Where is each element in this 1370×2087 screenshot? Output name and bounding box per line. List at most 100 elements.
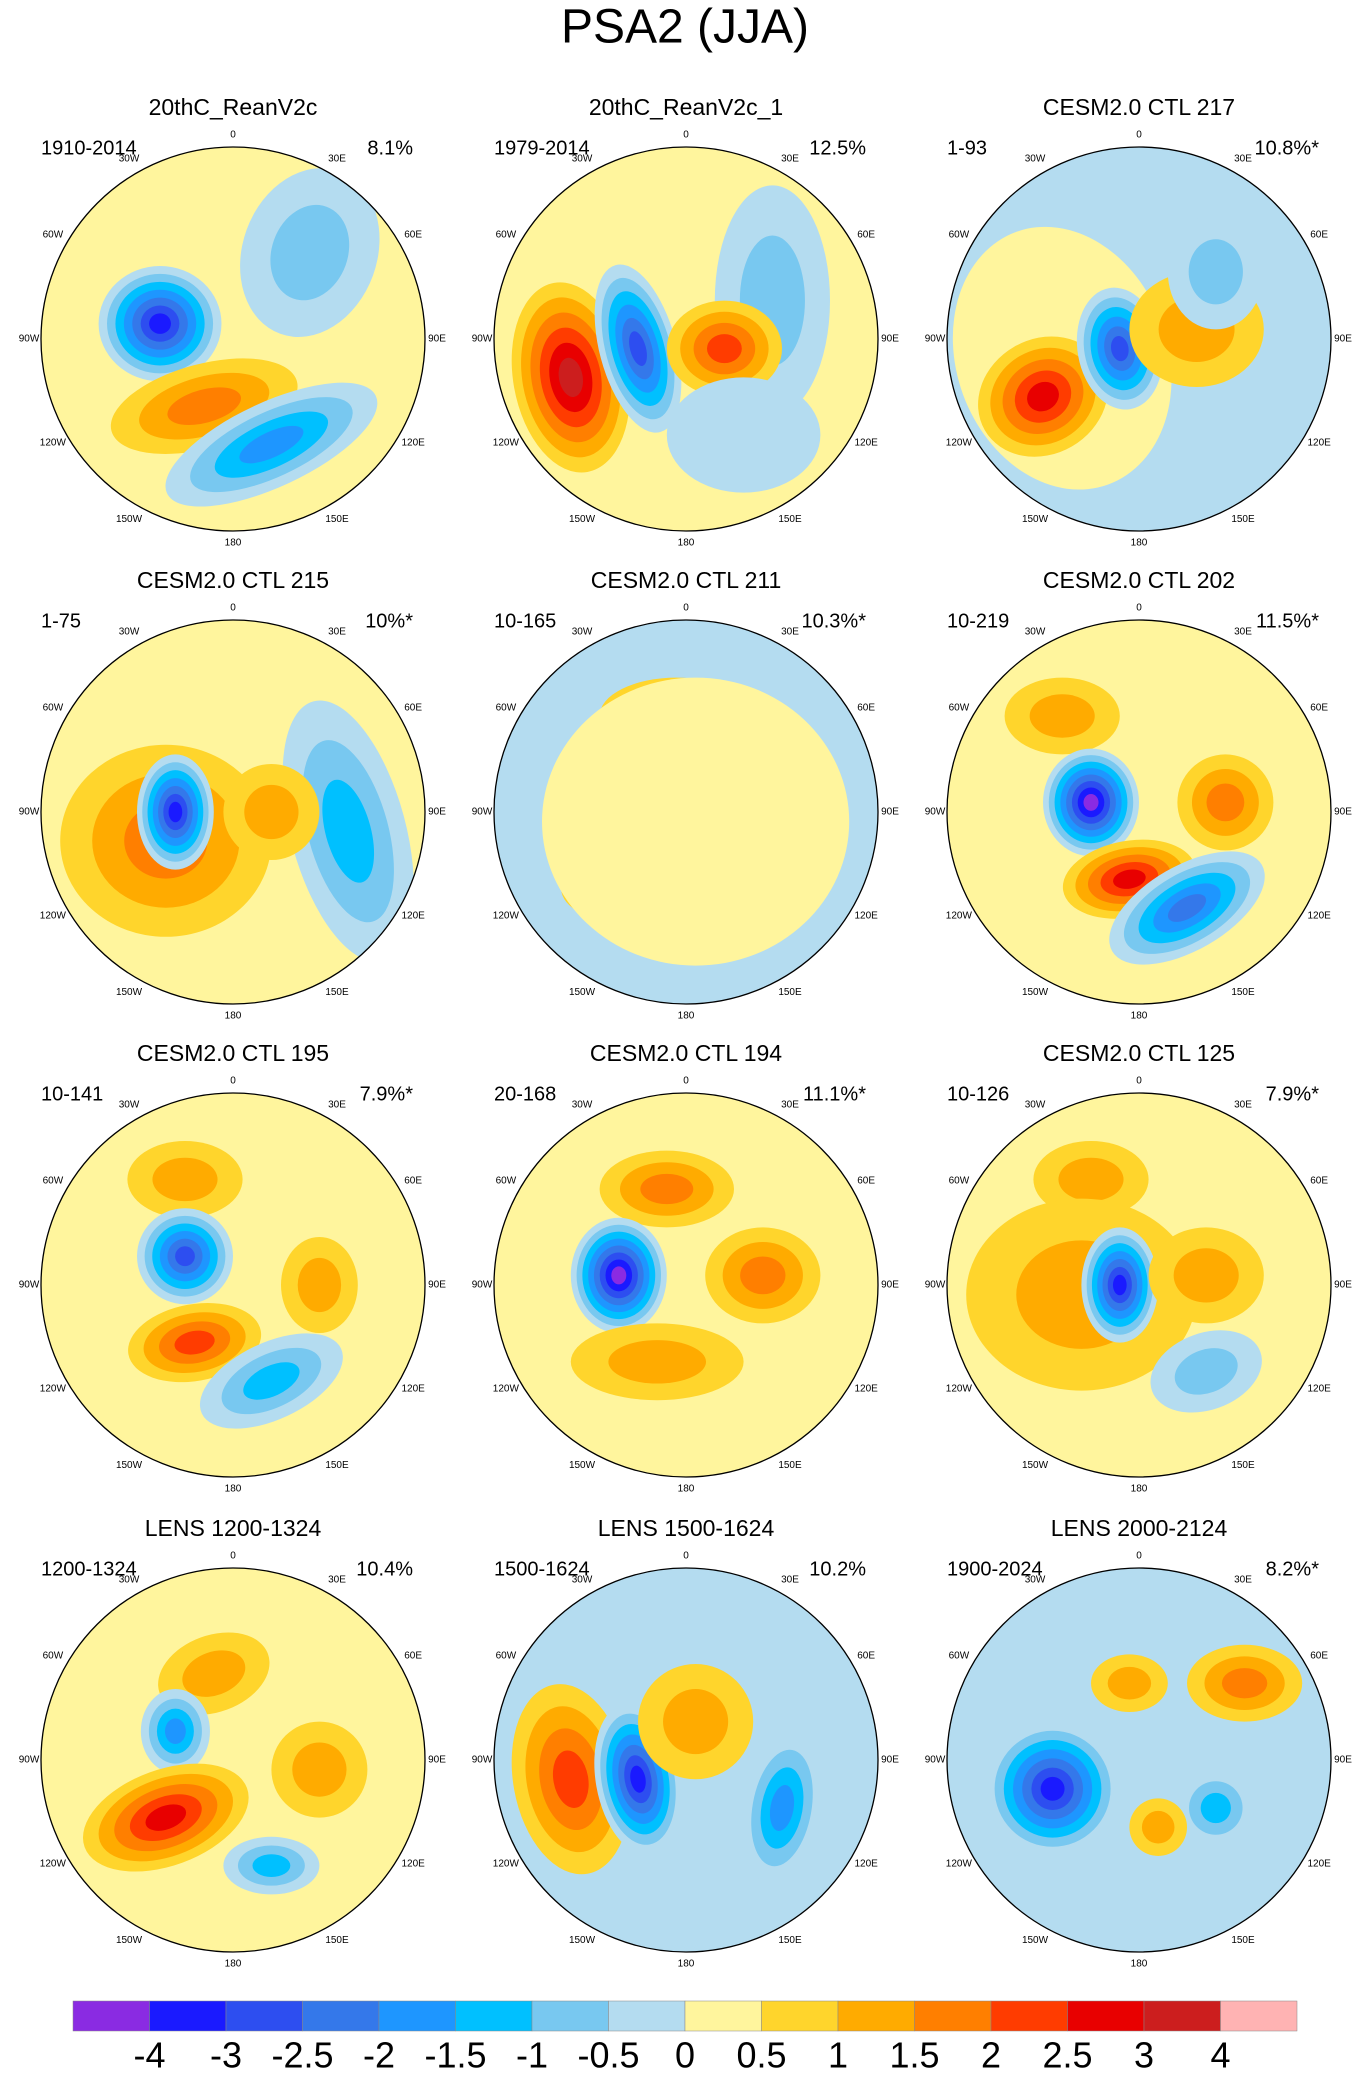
lon-label: 150W [1022,1935,1049,1946]
lon-label: 0 [230,603,236,614]
panel-title: CESM2.0 CTL 211 [591,567,781,593]
lon-label: 0 [1136,1076,1142,1087]
field-contour [164,1718,186,1744]
lon-label: 90E [1334,1755,1352,1766]
field-contour [152,1157,218,1202]
map [41,1093,425,1477]
lon-label: 150W [569,514,596,525]
lon-label: 120W [493,1859,520,1870]
lon-label: 60W [496,1176,517,1187]
colorbar-box [990,2000,1068,2032]
colorbar-box [302,2000,380,2032]
panel-title: CESM2.0 CTL 194 [590,1040,782,1066]
field-contour [1200,1792,1231,1824]
field-contour [640,1173,694,1205]
map [947,1093,1331,1477]
lon-label: 150W [569,1460,596,1471]
lon-label: 180 [225,1959,242,1970]
lon-label: 60E [857,703,875,714]
map [947,620,1331,1004]
field-contour [558,357,584,398]
lon-label: 90W [925,1755,946,1766]
field-contour [1113,869,1146,889]
map-background [494,1093,878,1477]
map [41,1568,425,1952]
colorbar-box [149,2000,227,2032]
lon-label: 90W [19,1755,40,1766]
lon-label: 150W [116,1460,143,1471]
lon-label: 90E [881,1755,899,1766]
field-contour [1083,793,1099,811]
panel-period: 10-141 [41,1083,103,1105]
field-contour [168,801,183,823]
lon-label: 180 [678,1959,695,1970]
lon-label: 60E [404,1176,422,1187]
lon-label: 30W [572,154,593,165]
map-border [40,146,426,532]
lon-label: 120W [946,1859,973,1870]
map [494,147,878,531]
colorbar-box [225,2000,303,2032]
lon-label: 90W [472,1280,493,1291]
colorbar-label: -3 [210,2035,242,2076]
lon-label: 60E [1310,230,1328,241]
lon-label: 120W [40,1859,67,1870]
lon-label: 90W [19,334,40,345]
colorbar-label: -2 [363,2035,395,2076]
field-contour [239,425,304,464]
field-contour [1221,1668,1268,1699]
lon-label: 0 [683,1076,689,1087]
lon-label: 60W [43,230,64,241]
lon-label: 150W [569,987,596,998]
field-contour [145,1804,187,1831]
lon-label: 30W [119,154,140,165]
lon-label: 120E [854,911,878,922]
panel-period: 1900-2024 [947,1558,1043,1580]
panel-variance: 10%* [365,610,413,632]
lon-label: 30W [119,627,140,638]
panel-period: 10-219 [947,610,1009,632]
lon-label: 60E [404,230,422,241]
lon-label: 30E [1234,627,1252,638]
field-contour [174,1330,215,1355]
lon-label: 30E [1234,154,1252,165]
map-border [493,619,879,1005]
panel-variance: 10.3%* [802,610,867,632]
colorbar-box [914,2000,992,2032]
lon-label: 90E [428,807,446,818]
field-contour [167,387,241,426]
colorbar-label: -1 [516,2035,548,2076]
lon-label: 150E [778,987,802,998]
lon-label: 120W [946,911,973,922]
panel-period: 10-165 [494,610,556,632]
panel-title: LENS 1500-1624 [598,1515,775,1541]
panel-title: LENS 2000-2124 [1051,1515,1228,1541]
lon-label: 30W [1025,1575,1046,1586]
lon-label: 30E [328,1100,346,1111]
lon-label: 60E [857,230,875,241]
field-contour [1188,239,1243,305]
field-contour [322,779,375,883]
lon-label: 60E [404,703,422,714]
lon-label: 120E [401,1384,425,1395]
lon-label: 180 [1131,1484,1148,1495]
lon-label: 30E [781,1575,799,1586]
colorbar-box [1143,2000,1221,2032]
field-contour [1206,783,1245,822]
lon-label: 90E [881,807,899,818]
lon-label: 60W [949,1176,970,1187]
panel-variance: 10.8%* [1255,137,1320,159]
lon-label: 150E [778,1935,802,1946]
lon-label: 0 [230,1076,236,1087]
lon-label: 30E [328,627,346,638]
lon-label: 30W [1025,1100,1046,1111]
lon-label: 120W [40,911,67,922]
lon-label: 30E [781,154,799,165]
lon-label: 150E [1231,987,1255,998]
field-contour [252,1854,291,1877]
map-border [946,1092,1332,1478]
lon-label: 150W [116,514,143,525]
panel-period: 1200-1324 [41,1558,137,1580]
panel-period: 20-168 [494,1083,556,1105]
